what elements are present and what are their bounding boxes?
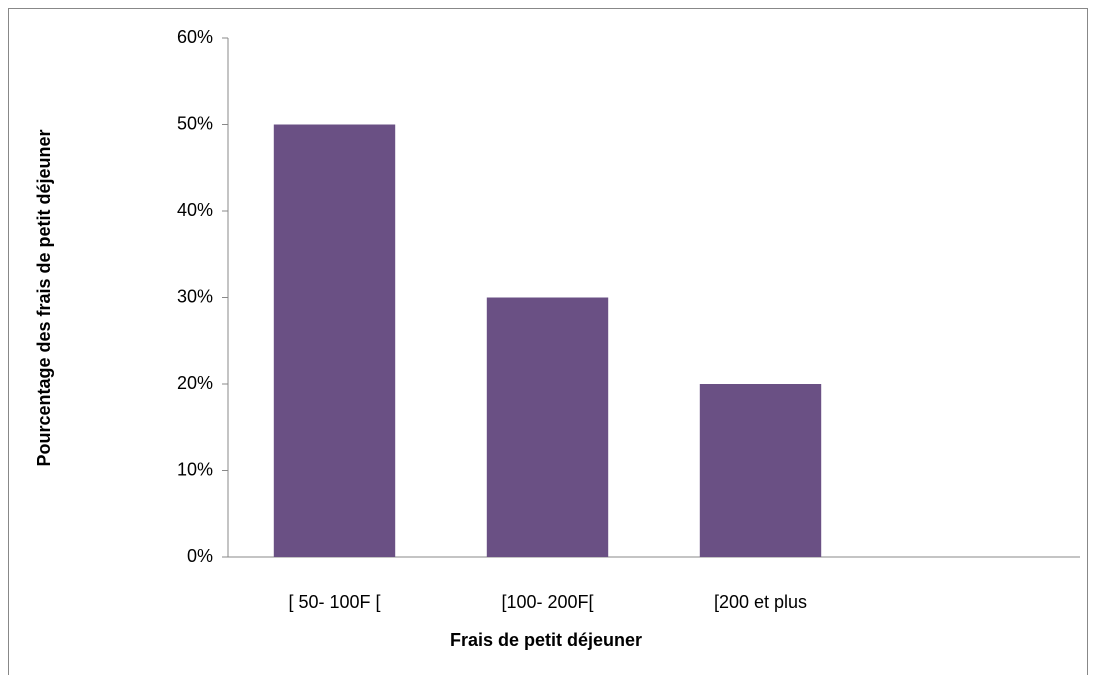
y-axis-title: Pourcentage des frais de petit déjeuner <box>34 129 54 466</box>
bar <box>273 124 396 557</box>
x-tick-label: [200 et plus <box>714 592 807 612</box>
x-axis-title: Frais de petit déjeuner <box>450 630 642 650</box>
x-tick-label: [100- 200F[ <box>501 592 593 612</box>
y-tick-label: 30% <box>177 286 213 306</box>
y-tick-label: 20% <box>177 373 213 393</box>
y-tick-label: 10% <box>177 459 213 479</box>
chart-frame <box>8 8 1088 675</box>
x-tick-label: [ 50- 100F [ <box>288 592 380 612</box>
y-tick-label: 50% <box>177 113 213 133</box>
bar <box>699 384 822 557</box>
y-tick-label: 0% <box>187 546 213 566</box>
bar <box>486 297 609 557</box>
y-tick-label: 40% <box>177 200 213 220</box>
y-tick-label: 60% <box>177 27 213 47</box>
